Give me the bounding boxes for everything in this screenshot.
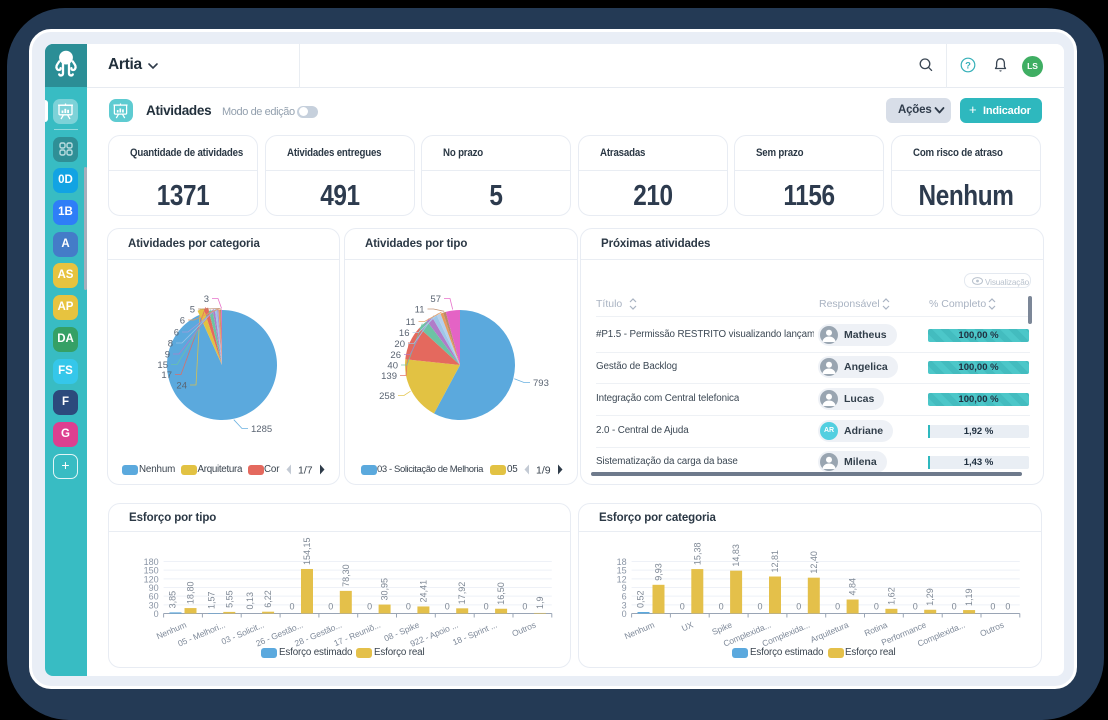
svg-text:1/9: 1/9	[536, 465, 551, 477]
svg-text:1/7: 1/7	[298, 465, 313, 477]
svg-text:?: ?	[965, 60, 971, 71]
